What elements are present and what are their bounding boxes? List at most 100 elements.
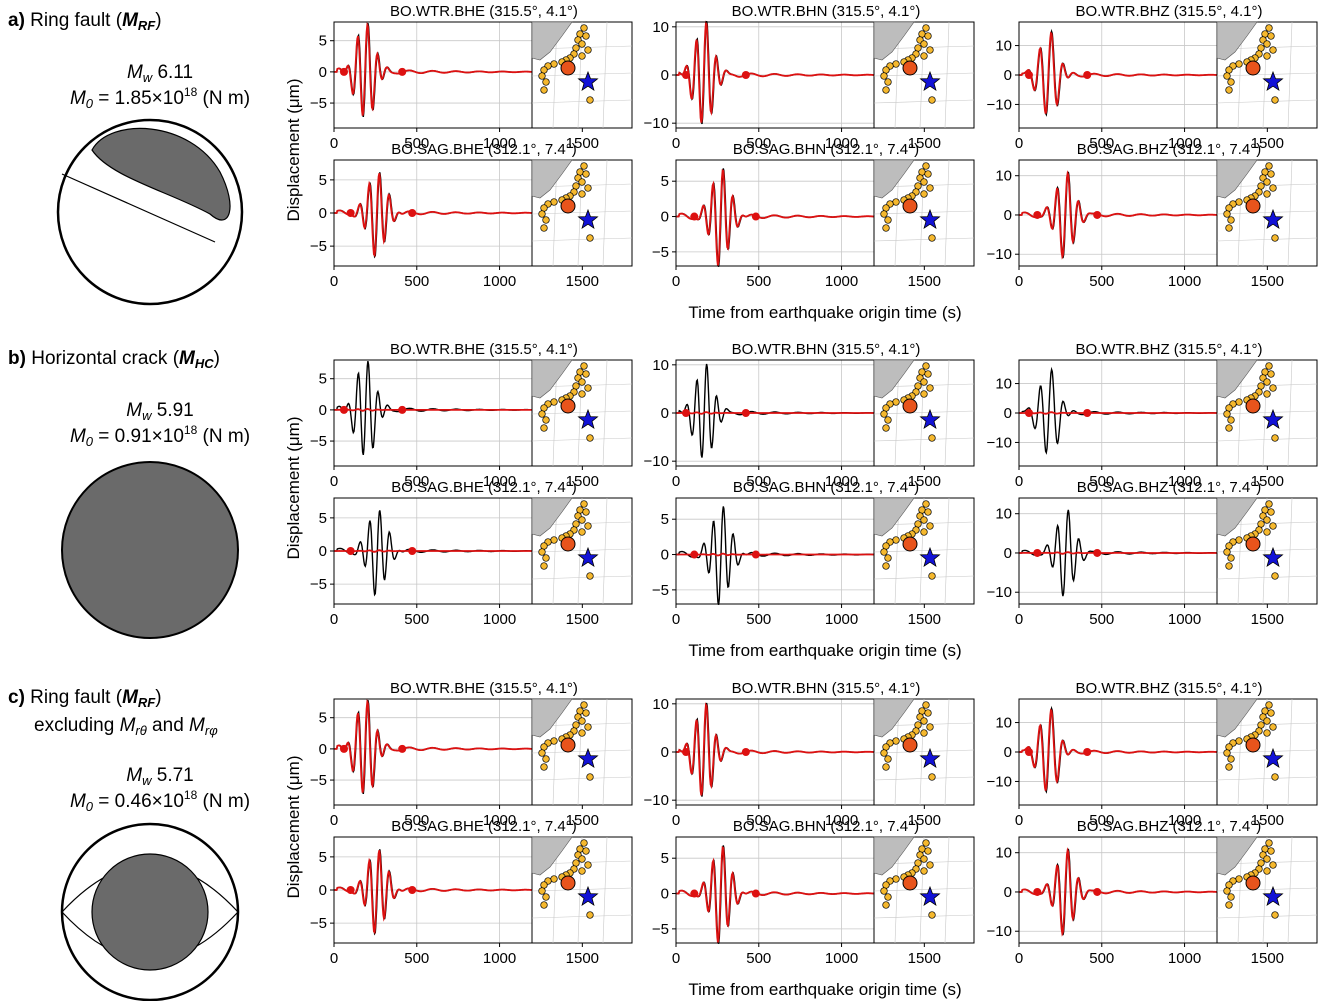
y-tick-label: 0	[1004, 207, 1012, 224]
station-dot	[892, 875, 900, 883]
station-dot	[550, 875, 558, 883]
station-dot	[572, 859, 580, 867]
map-land	[1216, 359, 1258, 399]
synthetic-waveform	[1019, 31, 1217, 114]
map-land	[873, 359, 915, 399]
map-land	[531, 359, 573, 399]
subplot-bo-sag-bhe: BO.SAG.BHE (312.1°, 7.4°) 5 0 −5 0 500 1000 150…	[310, 818, 633, 967]
y-tick-label: 0	[661, 744, 669, 761]
subplot-title: BO.WTR.BHE (315.5°, 4.1°)	[390, 3, 578, 20]
inset-map	[1216, 21, 1318, 129]
window-marker	[690, 212, 699, 221]
station-dot	[1223, 210, 1231, 218]
observed-waveform	[334, 172, 532, 259]
station-dot	[578, 52, 586, 60]
station-dot	[580, 162, 588, 170]
map-land	[531, 836, 573, 876]
map-grid-line	[944, 497, 950, 605]
map-grid-line	[873, 575, 975, 580]
panel-title-end: )	[214, 348, 220, 369]
map-grid-line	[1216, 410, 1318, 415]
star-icon	[577, 546, 599, 568]
mw-value: Mw 6.11	[127, 62, 193, 85]
station-dot	[884, 755, 892, 763]
x-tick-label: 1500	[908, 273, 941, 290]
star-icon	[577, 208, 599, 230]
y-tick-label: −5	[310, 772, 327, 789]
y-tick-label: 0	[319, 882, 327, 899]
station-dot	[542, 78, 550, 86]
window-marker	[408, 209, 417, 217]
x-tick-label: 1000	[1168, 950, 1201, 967]
x-tick-label: 500	[746, 812, 771, 829]
station-dot	[1267, 847, 1275, 855]
x-tick-label: 1000	[825, 473, 858, 490]
station-dot	[582, 370, 590, 378]
y-tick-label: −10	[644, 453, 669, 470]
map-land	[1216, 698, 1258, 738]
x-tick-label: 1500	[908, 135, 941, 152]
map-land	[1216, 836, 1258, 876]
station-dot	[1263, 516, 1271, 524]
station-dot	[1269, 723, 1277, 731]
station-dot	[880, 548, 888, 556]
station-dot	[578, 867, 586, 875]
window-marker	[690, 550, 699, 559]
panel-title-end: )	[155, 10, 161, 31]
station-dot	[542, 893, 550, 901]
inset-map	[1216, 159, 1318, 267]
x-tick-label: 0	[330, 135, 338, 152]
y-tick-label: 5	[661, 850, 669, 867]
synthetic-waveform	[676, 702, 874, 796]
station-dot	[584, 46, 592, 54]
m0-exponent: 18	[184, 85, 198, 99]
x-tick-label: 1500	[1251, 611, 1284, 628]
station-dot	[550, 60, 558, 68]
panel-title-end: )	[155, 687, 161, 708]
epicenter-icon	[560, 60, 576, 76]
station-dot	[1267, 170, 1275, 178]
beachball	[60, 822, 240, 1001]
station-dot	[924, 709, 932, 717]
station-dot	[578, 40, 586, 48]
epicenter-icon	[902, 198, 918, 214]
map-land	[873, 698, 915, 738]
map-land	[873, 159, 915, 199]
inset-map	[531, 836, 633, 944]
station-dot	[538, 210, 546, 218]
panel-letter: a)	[8, 10, 25, 31]
tensor-subscript: RF	[138, 18, 156, 33]
station-dot	[884, 416, 892, 424]
x-tick-label: 500	[404, 812, 429, 829]
nodal-line	[61, 173, 216, 243]
station-dot	[1261, 168, 1269, 176]
station-dot	[584, 184, 592, 192]
observed-waveform	[334, 510, 532, 597]
subplot-bo-sag-bhz: BO.SAG.BHZ (312.1°, 7.4°)100−100 500 1000 1…	[987, 141, 1318, 290]
y-tick-label: −5	[310, 915, 327, 932]
y-tick-label: 0	[1004, 67, 1012, 84]
panel-label: c) Ring fault (MRF)	[8, 687, 162, 710]
y-tick-label: 5	[319, 710, 327, 727]
map-grid-line	[531, 210, 633, 215]
subplot-title: BO.WTR.BHN (315.5°, 4.1°)	[732, 3, 921, 20]
y-tick-label: 0	[319, 543, 327, 560]
mw-value: Mw 5.71	[126, 765, 193, 788]
map-grid-line	[531, 914, 633, 919]
station-dot	[892, 737, 900, 745]
y-tick-label: 5	[661, 511, 669, 528]
station-dot	[578, 855, 586, 863]
y-tick-label: −5	[652, 582, 669, 599]
tensor-subscript: HC	[195, 356, 214, 371]
beachball-outline	[61, 461, 239, 639]
station-dot	[1223, 548, 1231, 556]
m0-value: M0 = 1.85×1018 (N m)	[70, 85, 250, 111]
window-marker	[1083, 71, 1092, 79]
window-marker	[398, 744, 407, 753]
x-tick-label: 1000	[825, 273, 858, 290]
station-dot	[928, 911, 936, 919]
station-dot	[1257, 859, 1265, 867]
panel-letter: c)	[8, 687, 25, 708]
mw-subscript: w	[142, 408, 153, 423]
